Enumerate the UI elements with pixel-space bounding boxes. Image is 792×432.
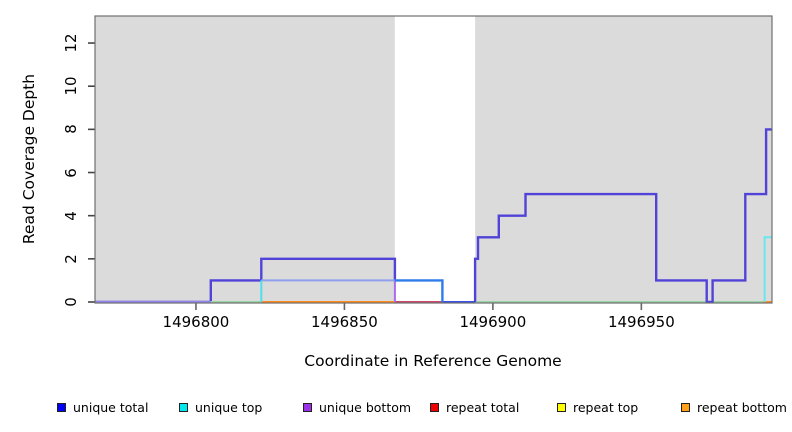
unshaded-gap bbox=[394, 16, 476, 303]
legend-item-repeat-top: repeat top bbox=[557, 399, 639, 415]
y-axis-title: Read Coverage Depth bbox=[20, 73, 38, 245]
legend-label: repeat bottom bbox=[697, 399, 787, 415]
legend-swatch-repeat-bottom bbox=[681, 402, 690, 412]
y-tick-label-12: 12 bbox=[62, 33, 80, 53]
legend-swatch-repeat-total bbox=[430, 402, 439, 412]
x-axis-title: Coordinate in Reference Genome bbox=[304, 352, 562, 370]
legend-label: unique top bbox=[195, 399, 263, 415]
shaded-region-left bbox=[95, 16, 395, 303]
x-tick-label-1496900: 1496900 bbox=[459, 313, 527, 331]
y-tick-label-4: 4 bbox=[62, 210, 80, 221]
legend-swatch-unique-total bbox=[57, 402, 66, 412]
shaded-region-right bbox=[475, 16, 772, 303]
y-tick-label-2: 2 bbox=[62, 254, 80, 264]
legend-swatch-repeat-top bbox=[557, 402, 566, 412]
legend-item-unique-bottom: unique bottom bbox=[303, 399, 412, 415]
x-tick-label-1496950: 1496950 bbox=[607, 313, 675, 331]
legend-item-repeat-bottom: repeat bottom bbox=[681, 399, 787, 415]
series-segment-unique-total-right bbox=[473, 128, 772, 304]
y-tick-label-6: 6 bbox=[62, 167, 80, 178]
series-segment-unique-total-gap-segment bbox=[394, 279, 444, 302]
y-tick-label-8: 8 bbox=[62, 124, 80, 135]
legend-label: repeat top bbox=[573, 399, 639, 415]
y-tick-label-0: 0 bbox=[62, 297, 80, 307]
x-tick-label-1496800: 1496800 bbox=[162, 313, 230, 331]
legend-label: repeat total bbox=[446, 399, 520, 415]
legend-swatch-unique-bottom bbox=[303, 402, 312, 412]
legend-item-unique-top: unique top bbox=[179, 399, 263, 415]
legend-label: unique total bbox=[73, 399, 149, 415]
series-segment-unique-top-right-step bbox=[763, 236, 772, 302]
legend-swatch-unique-top bbox=[179, 402, 188, 412]
legend-label: unique bottom bbox=[319, 399, 412, 415]
plot-border bbox=[94, 15, 773, 304]
legend-item-unique-total: unique total bbox=[57, 399, 149, 415]
y-tick-label-10: 10 bbox=[62, 76, 80, 96]
x-tick-label-1496850: 1496850 bbox=[311, 313, 378, 331]
legend-item-repeat-total: repeat total bbox=[430, 399, 520, 415]
